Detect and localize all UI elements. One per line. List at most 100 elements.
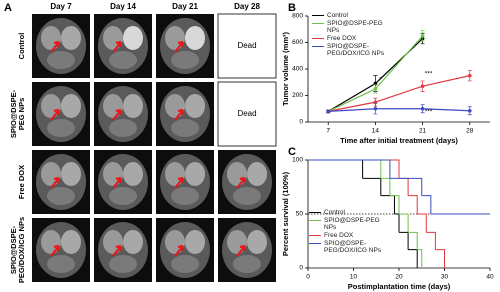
jaw bbox=[47, 51, 75, 69]
column-label: Day 21 bbox=[172, 2, 198, 11]
jaw bbox=[109, 119, 137, 137]
data-point bbox=[467, 108, 472, 113]
brain-right bbox=[185, 162, 205, 186]
survival-step bbox=[389, 177, 423, 196]
legend-item: Control bbox=[309, 209, 390, 216]
mri-image bbox=[32, 150, 90, 214]
legend-item: Free DOX bbox=[309, 232, 390, 239]
legend-swatch bbox=[312, 35, 324, 42]
tumor-arrow bbox=[174, 40, 185, 53]
brain-right bbox=[123, 162, 143, 186]
legend-label: SPIO@DSPE-PEG NPs bbox=[324, 217, 380, 231]
tumor-arrow bbox=[174, 108, 185, 121]
jaw bbox=[171, 255, 199, 273]
brain-right bbox=[61, 162, 81, 186]
x-tick-label: 7 bbox=[326, 128, 330, 135]
row-label: Free DOX bbox=[17, 165, 26, 199]
survival-step bbox=[435, 249, 445, 268]
brain-right bbox=[247, 162, 267, 186]
tumor-arrow bbox=[50, 108, 61, 121]
survival-step bbox=[408, 249, 418, 268]
x-tick-label: 28 bbox=[466, 128, 474, 135]
legend-item: SPIO@DSPE-PEG NPs bbox=[309, 217, 390, 231]
y-tick-label: 0 bbox=[299, 119, 303, 126]
survival-step bbox=[408, 231, 418, 250]
survival-step bbox=[308, 159, 382, 179]
legend: Control SPIO@DSPE-PEG NPs Free DOX SPIO@DSP… bbox=[309, 209, 390, 255]
data-point bbox=[373, 81, 378, 86]
dead-box bbox=[217, 13, 277, 79]
tumor-arrow bbox=[112, 176, 123, 189]
legend-item: Free DOX bbox=[312, 35, 393, 42]
legend-swatch bbox=[309, 209, 321, 216]
mri-image bbox=[94, 150, 152, 214]
survival-step bbox=[399, 213, 409, 233]
mri-image bbox=[156, 14, 214, 78]
survival-step bbox=[399, 177, 409, 196]
panel-label: B bbox=[288, 2, 296, 14]
tumor-arrow bbox=[112, 108, 123, 121]
legend-label: Control bbox=[324, 209, 345, 216]
y-axis-label: Percent survival (100%) bbox=[281, 171, 290, 256]
brain-right bbox=[61, 26, 81, 50]
significance-mark: *** bbox=[425, 109, 433, 116]
legend-item: SPIO@DSPE-PEG NPs bbox=[312, 20, 393, 34]
brain-right bbox=[247, 230, 267, 254]
legend-item: SPIO@DSPE-PEG/DOX/ICG NPs bbox=[309, 240, 390, 254]
y-tick-label: 400 bbox=[292, 66, 303, 73]
dead-label: Dead bbox=[237, 41, 256, 50]
legend-swatch bbox=[312, 12, 324, 19]
mri-image bbox=[218, 150, 276, 214]
legend-label: Free DOX bbox=[324, 232, 354, 239]
survival-step bbox=[417, 213, 427, 233]
jaw bbox=[109, 255, 137, 273]
survival-step bbox=[308, 159, 400, 179]
jaw bbox=[171, 119, 199, 137]
dead-label: Dead bbox=[237, 109, 256, 118]
mri-image bbox=[94, 218, 152, 282]
mri-image bbox=[32, 218, 90, 282]
legend-label: SPIO@DSPE-PEG NPs bbox=[327, 20, 383, 34]
data-point bbox=[373, 87, 378, 91]
jaw bbox=[171, 51, 199, 69]
y-tick-label: 200 bbox=[292, 92, 303, 99]
jaw bbox=[233, 255, 261, 273]
column-label: Day 14 bbox=[110, 2, 136, 11]
tumor-arrow bbox=[50, 40, 61, 53]
legend-label: Free DOX bbox=[327, 35, 357, 42]
x-tick-label: 14 bbox=[372, 128, 380, 135]
legend-swatch bbox=[309, 240, 321, 247]
tumor-arrow bbox=[174, 176, 185, 189]
x-tick-label: 21 bbox=[419, 128, 427, 135]
survival-step bbox=[389, 195, 400, 214]
survival-step bbox=[426, 231, 436, 250]
jaw bbox=[109, 187, 137, 205]
tumor-arrow bbox=[236, 176, 247, 189]
data-point bbox=[326, 109, 331, 114]
data-point bbox=[467, 73, 472, 78]
survival-step bbox=[362, 177, 382, 196]
column-label: Day 7 bbox=[50, 2, 72, 11]
survival-step bbox=[399, 231, 409, 250]
jaw bbox=[109, 51, 137, 69]
row-label: Control bbox=[17, 33, 26, 60]
y-tick-label: 100 bbox=[292, 157, 303, 164]
survival-step bbox=[308, 159, 391, 179]
legend-label: SPIO@DSPE-PEG/DOX/ICG NPs bbox=[327, 43, 385, 57]
significance-mark: *** bbox=[425, 71, 433, 78]
data-point bbox=[420, 84, 425, 89]
mri-image bbox=[94, 82, 152, 146]
series-line bbox=[328, 75, 470, 112]
mri-image bbox=[156, 150, 214, 214]
mri-image bbox=[218, 218, 276, 282]
brain-right bbox=[123, 230, 143, 254]
mri-image bbox=[94, 14, 152, 78]
row-label: SPIO@DSPE-PEG/DOX/ICG NPs bbox=[9, 217, 26, 283]
x-axis-label: Time after initial treatment (days) bbox=[340, 136, 458, 145]
brain-right bbox=[61, 230, 81, 254]
survival-step bbox=[380, 177, 391, 196]
column-label: Day 28 bbox=[234, 2, 260, 11]
survival-step bbox=[308, 159, 364, 179]
data-point bbox=[373, 100, 378, 104]
legend-swatch bbox=[309, 217, 321, 224]
